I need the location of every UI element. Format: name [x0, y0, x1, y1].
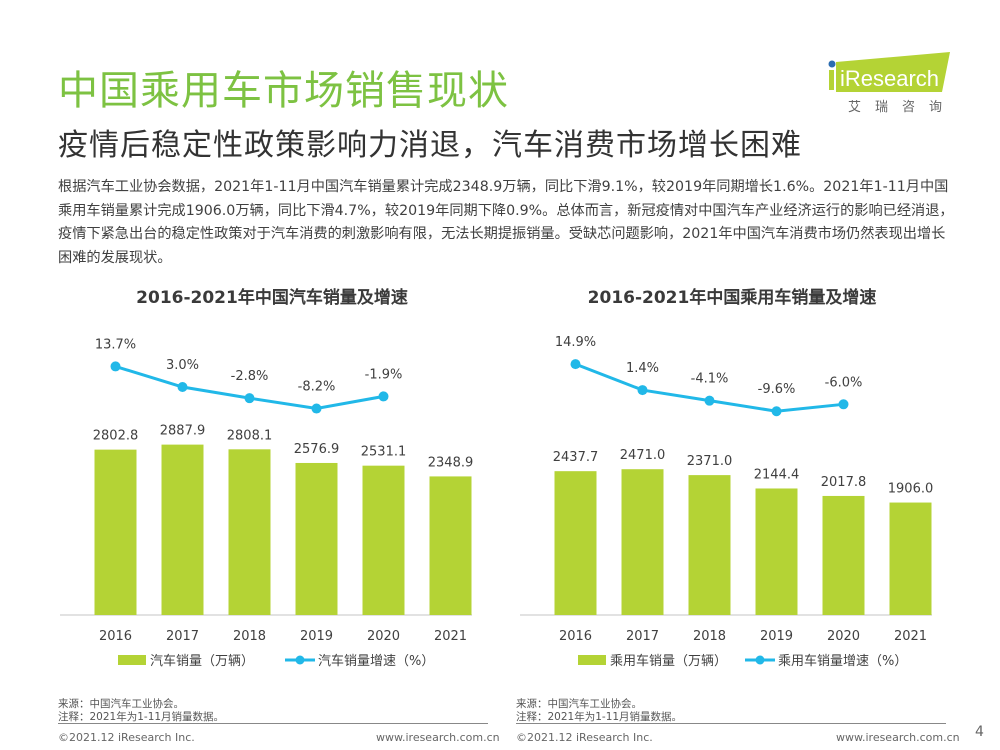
bar-value-label-2019: 2144.4: [754, 467, 800, 482]
logo-green-shape: [836, 52, 950, 92]
logo-brand-text: iResearch: [840, 66, 939, 91]
footer-divider-left: [58, 723, 488, 724]
x-tick-label-2016: 2016: [559, 629, 592, 644]
chart2-title: 2016-2021年中国乘用车销量及增速: [587, 288, 877, 308]
legend-bar-swatch: [118, 655, 146, 665]
note-text: 注释：2021年为1-11月销量数据。: [58, 711, 225, 723]
growth-point-2018: [244, 393, 255, 404]
bar-value-label-2021: 2348.9: [428, 455, 474, 470]
bar-2020: [362, 465, 405, 615]
growth-label-2020: -1.9%: [365, 367, 403, 382]
bar-value-label-2018: 2371.0: [687, 454, 733, 469]
bar-2020: [822, 495, 865, 615]
bar-2021: [429, 476, 472, 615]
growth-label-2020: -6.0%: [825, 375, 863, 390]
x-tick-label-2017: 2017: [166, 629, 199, 644]
page-title: 中国乘用车市场销售现状: [58, 68, 509, 114]
bar-2019: [295, 462, 338, 615]
legend-line-label: 汽车销量增速（%）: [318, 653, 434, 669]
growth-label-2018: -2.8%: [231, 369, 269, 384]
bar-value-label-2017: 2887.9: [160, 424, 206, 439]
bar-2017: [161, 444, 204, 615]
x-tick-label-2018: 2018: [693, 629, 726, 644]
growth-label-2019: -9.6%: [758, 382, 796, 397]
bar-2016: [554, 471, 597, 615]
growth-label-2016: 13.7%: [95, 337, 136, 352]
bar-2019: [755, 488, 798, 615]
source-text: 来源：中国汽车工业协会。: [58, 698, 184, 710]
bar-2018: [228, 449, 271, 615]
bar-value-label-2021: 1906.0: [888, 482, 934, 497]
x-tick-label-2017: 2017: [626, 629, 659, 644]
copyright-left: ©2021.12 iResearch Inc.: [58, 731, 195, 744]
bar-value-label-2020: 2017.8: [821, 475, 867, 490]
x-tick-label-2019: 2019: [760, 629, 793, 644]
intro-paragraph: 根据汽车工业协会数据，2021年1-11月中国汽车销量累计完成2348.9万辆，…: [58, 179, 954, 266]
x-tick-label-2019: 2019: [300, 629, 333, 644]
growth-point-2019: [311, 403, 322, 414]
chart1-title: 2016-2021年中国汽车销量及增速: [136, 288, 408, 308]
bar-value-label-2018: 2808.1: [227, 428, 273, 443]
page-subtitle: 疫情后稳定性政策影响力消退，汽车消费市场增长困难: [58, 128, 802, 163]
growth-point-2020: [378, 391, 389, 402]
bar-2016: [94, 449, 137, 615]
source-left: 来源：中国汽车工业协会。 注释：2021年为1-11月销量数据。: [58, 698, 224, 724]
logo-cn-text: 艾瑞咨询: [848, 100, 957, 115]
x-tick-label-2021: 2021: [434, 629, 467, 644]
bar-value-label-2016: 2802.8: [93, 429, 139, 444]
x-tick-label-2020: 2020: [367, 629, 400, 644]
source-text: 来源：中国汽车工业协会。: [516, 698, 642, 710]
copyright-right: ©2021.12 iResearch Inc.: [516, 731, 653, 744]
logo-i-stem: [829, 70, 834, 90]
footer-divider-right: [516, 723, 946, 724]
bar-value-label-2016: 2437.7: [553, 450, 599, 465]
iresearch-logo: iResearch: [822, 52, 952, 112]
logo-dot: [828, 60, 836, 68]
chart-auto-sales: 2802.8 2016 2887.9 2017 2808.1 2018 2576.9 2019…: [60, 337, 474, 669]
growth-label-2016: 14.9%: [555, 335, 596, 350]
website-right[interactable]: www.iresearch.com.cn: [836, 731, 960, 744]
growth-point-2017: [177, 382, 188, 392]
growth-point-2020: [838, 399, 849, 410]
bar-value-label-2020: 2531.1: [361, 445, 407, 460]
legend-line-marker: [755, 655, 765, 665]
bar-value-label-2019: 2576.9: [294, 442, 340, 457]
legend-bar-label: 汽车销量（万辆）: [150, 653, 254, 669]
source-right: 来源：中国汽车工业协会。 注释：2021年为1-11月销量数据。: [516, 698, 682, 724]
bar-2021: [889, 502, 932, 615]
legend-line-label: 乘用车销量增速（%）: [778, 653, 907, 669]
x-tick-label-2016: 2016: [99, 629, 132, 644]
website-left[interactable]: www.iresearch.com.cn: [376, 731, 500, 744]
bar-2018: [688, 475, 731, 615]
growth-label-2019: -8.2%: [298, 380, 336, 395]
growth-point-2016: [110, 361, 121, 372]
bar-2017: [621, 469, 664, 615]
legend-line-marker: [295, 655, 305, 665]
growth-label-2018: -4.1%: [691, 372, 729, 387]
page-number: 4: [975, 724, 984, 740]
growth-point-2016: [570, 359, 581, 370]
growth-label-2017: 1.4%: [626, 361, 659, 376]
growth-label-2017: 3.0%: [166, 358, 199, 373]
growth-point-2018: [704, 395, 715, 406]
legend-bar-label: 乘用车销量（万辆）: [610, 653, 727, 669]
note-text: 注释：2021年为1-11月销量数据。: [516, 711, 683, 723]
growth-point-2017: [637, 385, 648, 396]
bar-value-label-2017: 2471.0: [620, 448, 666, 463]
growth-point-2019: [771, 406, 782, 417]
chart-passenger-car-sales: 2437.7 2016 2471.0 2017 2371.0 2018 2144.4 2019…: [520, 335, 934, 669]
x-tick-label-2018: 2018: [233, 629, 266, 644]
x-tick-label-2020: 2020: [827, 629, 860, 644]
legend-bar-swatch: [578, 655, 606, 665]
x-tick-label-2021: 2021: [894, 629, 927, 644]
